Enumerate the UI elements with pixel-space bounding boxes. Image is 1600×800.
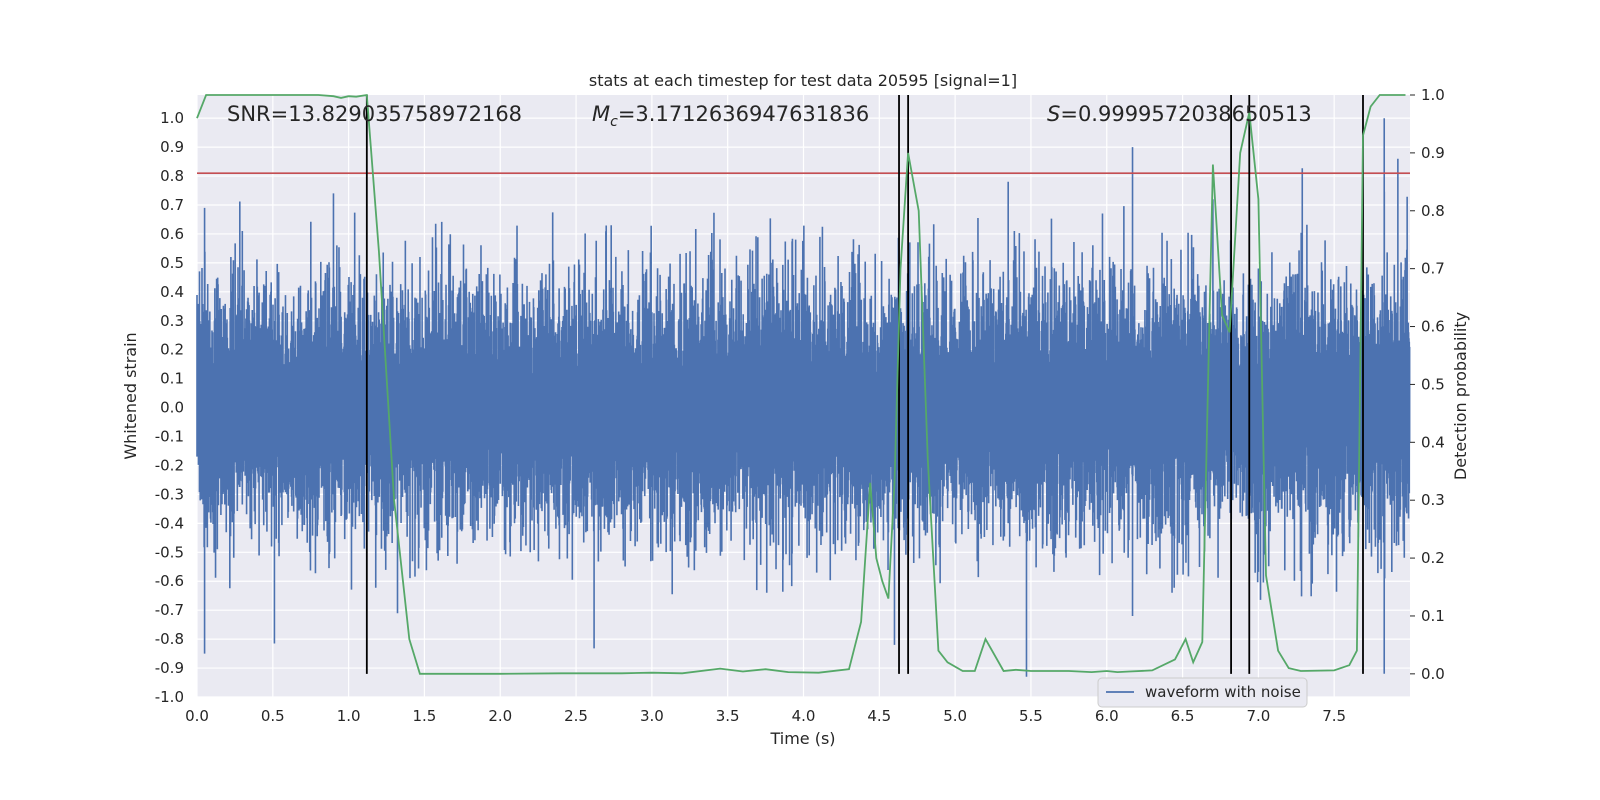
waveform-trace (196, 118, 1411, 677)
x-tick-label: 4.0 (792, 707, 816, 725)
x-tick-label: 3.5 (716, 707, 740, 725)
y-left-tick-label: -0.7 (155, 601, 184, 619)
y-left-tick-labels: 1.0 0.9 0.8 0.7 0.6 0.5 0.4 0.3 0.2 0.1 0.0 -0.1 -0.… (155, 109, 184, 706)
y-left-tick-label: -0.3 (155, 485, 184, 503)
y-right-tick-label: 0.0 (1421, 665, 1445, 683)
chirp-mass-symbol: M (592, 102, 610, 126)
snr-annotation: SNR=13.829035758972168 (227, 102, 522, 126)
x-tick-label: 5.5 (1019, 707, 1043, 725)
y-left-tick-label: 0.8 (160, 167, 184, 185)
x-tick-label: 3.0 (640, 707, 664, 725)
waveform-series (196, 118, 1411, 677)
legend-box (1097, 677, 1308, 708)
statistic-annotation: S=0.9999572038650513 (1047, 102, 1312, 126)
y-right-tick-label: 0.6 (1421, 318, 1445, 336)
y-right-tick-labels: 1.0 0.9 0.8 0.7 0.6 0.5 0.4 0.3 0.2 0.1 0.0 (1410, 86, 1445, 683)
chirp-mass-subscript: c (610, 114, 618, 130)
vertical-markers (365, 95, 1364, 674)
y-left-tick-label: 0.4 (160, 283, 184, 301)
y-left-tick-label: 0.7 (160, 196, 184, 214)
y-left-tick-label: 0.3 (160, 312, 184, 330)
y-left-tick-label: -0.8 (155, 630, 184, 648)
y-left-tick-label: 0.1 (160, 370, 184, 388)
x-tick-labels: 0.0 0.5 1.0 1.5 2.0 2.5 3.0 3.5 4.0 4.5 5.0 5.5 6.0 6… (185, 707, 1346, 725)
detection-probability-line (196, 93, 1406, 675)
y-right-tick-label: 0.4 (1421, 433, 1445, 451)
legend: waveform with noise (1097, 677, 1308, 708)
y-left-tick-label: 0.5 (160, 254, 184, 272)
x-tick-label: 1.5 (413, 707, 437, 725)
x-tick-label: 1.0 (337, 707, 361, 725)
chirp-mass-value: =3.1712636947631836 (618, 102, 869, 126)
chart-title: stats at each timestep for test data 205… (589, 71, 1017, 90)
statistic-value: =0.9999572038650513 (1060, 102, 1311, 126)
y-left-tick-label: 0.0 (160, 399, 184, 417)
y-left-tick-label: -1.0 (155, 688, 184, 706)
y-right-tick-label: 0.7 (1421, 260, 1445, 278)
y-left-tick-label: -0.1 (155, 428, 184, 446)
x-tick-label: 0.5 (261, 707, 285, 725)
x-tick-label: 7.0 (1246, 707, 1270, 725)
x-tick-label: 6.5 (1171, 707, 1195, 725)
x-tick-label: 4.5 (867, 707, 891, 725)
y-left-tick-label: -0.4 (155, 514, 184, 532)
statistic-symbol: S (1047, 102, 1060, 126)
y-right-tick-label: 0.5 (1421, 375, 1445, 393)
y-left-tick-label: -0.9 (155, 659, 184, 677)
y-right-tick-label: 0.9 (1421, 144, 1445, 162)
x-tick-label: 7.5 (1322, 707, 1346, 725)
y-right-tick-label: 0.1 (1421, 607, 1445, 625)
y-left-tick-label: 1.0 (160, 109, 184, 127)
y-right-tick-label: 0.3 (1421, 491, 1445, 509)
y-left-tick-label: 0.9 (160, 138, 184, 156)
x-axis-label: Time (s) (769, 729, 835, 748)
y-left-axis-label: Whitened strain (121, 332, 140, 459)
y-right-tick-label: 0.8 (1421, 202, 1445, 220)
y-left-tick-label: -0.6 (155, 572, 184, 590)
legend-label: waveform with noise (1145, 683, 1301, 701)
x-tick-label: 6.0 (1095, 707, 1119, 725)
y-right-tick-label: 1.0 (1421, 86, 1445, 104)
y-left-tick-label: -0.2 (155, 456, 184, 474)
y-left-tick-label: -0.5 (155, 543, 184, 561)
chirp-mass-annotation: Mc=3.1712636947631836 (592, 102, 869, 130)
y-left-tick-label: 0.6 (160, 225, 184, 243)
y-right-tick-label: 0.2 (1421, 549, 1445, 567)
x-tick-label: 0.0 (185, 707, 209, 725)
x-tick-label: 2.0 (488, 707, 512, 725)
x-tick-label: 5.0 (943, 707, 967, 725)
y-right-axis-label: Detection probability (1451, 312, 1470, 480)
x-tick-label: 2.5 (564, 707, 588, 725)
y-left-tick-label: 0.2 (160, 341, 184, 359)
